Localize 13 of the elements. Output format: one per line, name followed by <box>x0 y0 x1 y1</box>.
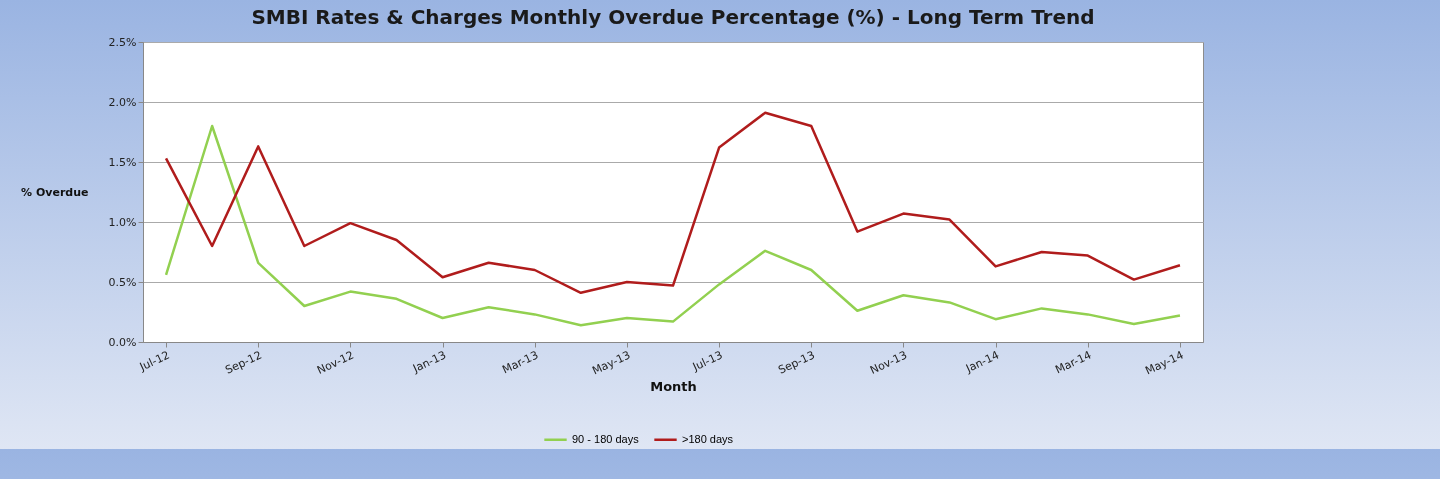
line-series <box>164 124 1182 327</box>
y-tick-label: 1.5% <box>108 155 137 169</box>
x-axis-title: Month <box>650 378 697 394</box>
y-tick-label: 2.0% <box>108 95 137 109</box>
y-tick-label: 2.5% <box>108 35 137 49</box>
y-tick-label: 1.0% <box>108 215 137 229</box>
legend-label: >180 days <box>682 432 734 445</box>
legend-label: 90 - 180 days <box>572 432 640 445</box>
y-axis-title: % Overdue <box>21 185 89 199</box>
chart-title: SMBI Rates & Charges Monthly Overdue Percentage (%) - Long Term Trend <box>251 5 1095 29</box>
y-tick-label: 0.5% <box>108 275 137 289</box>
line-series <box>164 111 1182 295</box>
y-tick-label: 0.0% <box>108 335 137 349</box>
